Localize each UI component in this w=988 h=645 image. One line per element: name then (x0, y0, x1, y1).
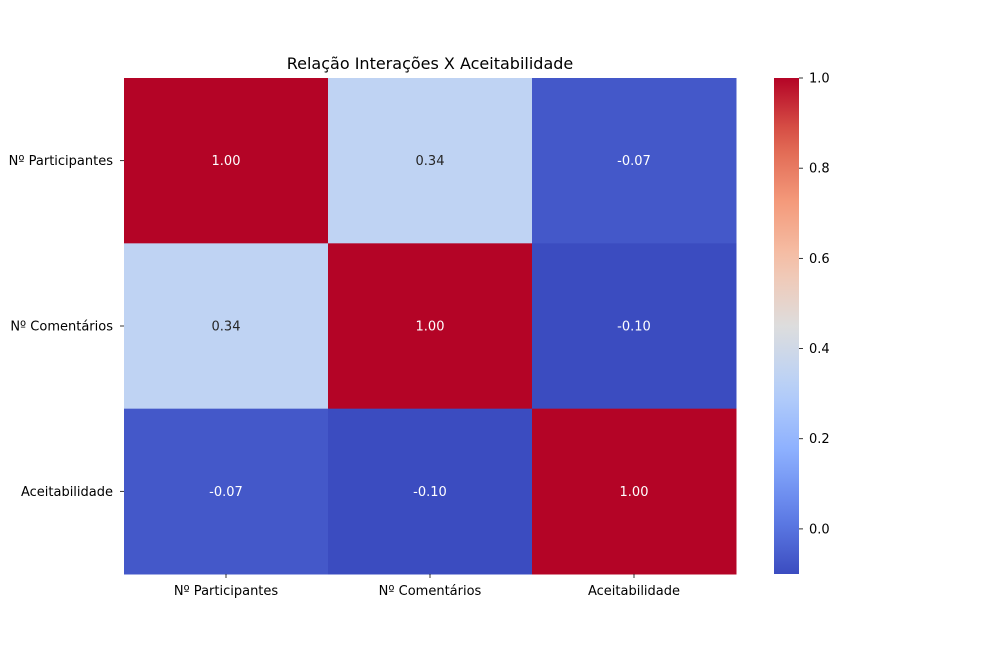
colorbar-tick-label: 0.0 (809, 522, 830, 537)
cell-value-label-0-2: -0.07 (617, 154, 651, 169)
cell-value-label-2-1: -0.10 (413, 485, 447, 500)
colorbar-tick-label: 0.8 (809, 162, 830, 177)
y-axis-ticks: Nº Participantes Nº Comentários Aceitabili… (9, 154, 124, 500)
x-axis-ticks: Nº Participantes Nº Comentários Aceitabili… (174, 574, 680, 599)
cell-value-label-0-1: 0.34 (416, 154, 445, 169)
y-tick-label: Nº Comentários (10, 320, 113, 335)
heatmap-cell-0-1 (328, 78, 533, 244)
heatmap-cell-2-2 (532, 408, 737, 575)
cell-value-label-2-0: -0.07 (209, 485, 243, 500)
heatmap-cell-2-0 (124, 408, 329, 575)
heatmap-cell-0-0 (124, 78, 329, 244)
heatmap-cells: 1.00 0.34 -0.07 0.34 1.00 -0.10 -0.07 -0.10 1.00 (124, 78, 737, 575)
x-tick-label: Nº Participantes (174, 584, 279, 599)
heatmap-cell-1-1 (328, 243, 533, 410)
cell-value-label-1-1: 1.00 (416, 320, 445, 335)
colorbar-tick-label: 0.2 (809, 432, 830, 447)
heatmap-cell-2-1 (328, 408, 533, 575)
colorbar-tick-label: 1.0 (809, 72, 830, 87)
cell-value-label-1-2: -0.10 (617, 320, 651, 335)
colorbar-tick-label: 0.6 (809, 252, 830, 267)
heatmap-cell-1-0 (124, 243, 329, 410)
colorbar-ticks: 0.0 0.2 0.4 0.6 0.8 1.0 (799, 72, 830, 537)
colorbar-tick-label: 0.4 (809, 342, 830, 357)
x-tick-label: Nº Comentários (379, 584, 482, 599)
heatmap-cell-0-2 (532, 78, 737, 244)
cell-value-label-0-0: 1.00 (212, 154, 241, 169)
colorbar (774, 78, 799, 574)
chart-title: Relação Interações X Aceitabilidade (287, 54, 574, 73)
x-tick-label: Aceitabilidade (588, 584, 680, 599)
cell-value-label-1-0: 0.34 (212, 320, 241, 335)
y-tick-label: Nº Participantes (9, 154, 114, 169)
y-tick-label: Aceitabilidade (21, 485, 113, 500)
cell-value-label-2-2: 1.00 (620, 485, 649, 500)
heatmap-cell-1-2 (532, 243, 737, 410)
